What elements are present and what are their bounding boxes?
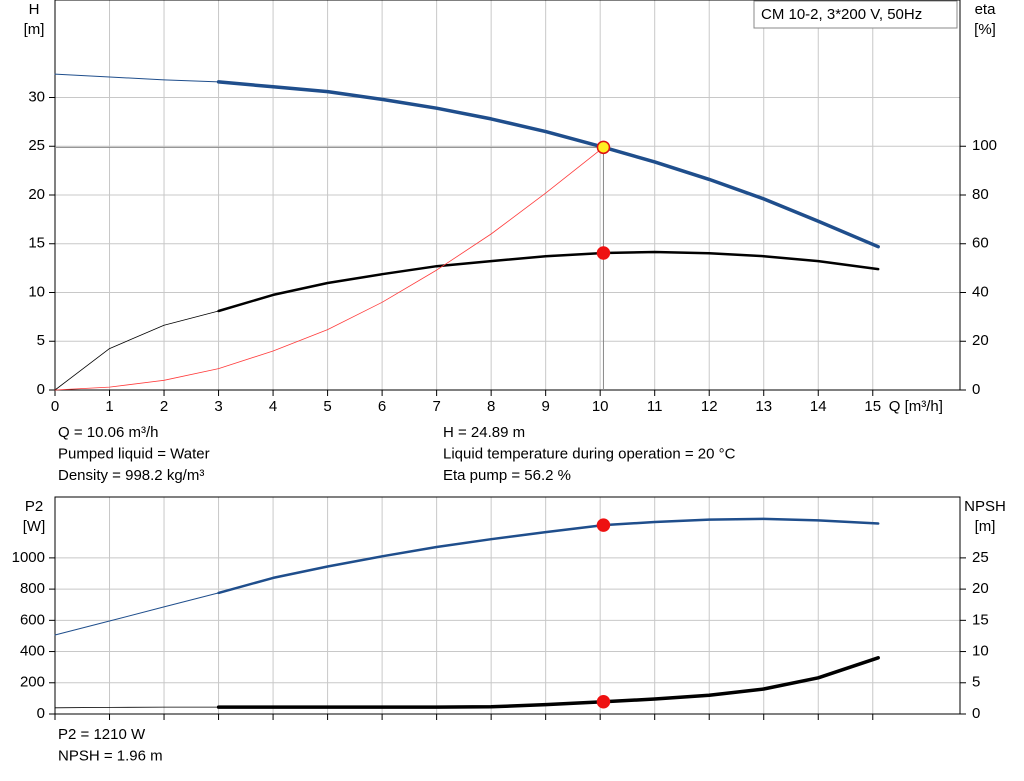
x-tick-label: 4: [269, 398, 277, 415]
y2-axis-unit: [m]: [975, 518, 996, 535]
info-text: P2 = 1210 W: [58, 726, 146, 743]
info-text: Pumped liquid = Water: [58, 445, 210, 462]
y-tick-label: 5: [37, 332, 45, 349]
y2-tick-label: 20: [972, 332, 989, 349]
y2-tick-label: 0: [972, 381, 980, 398]
info-text: Liquid temperature during operation = 20…: [443, 445, 736, 462]
info-text: Eta pump = 56.2 %: [443, 467, 571, 484]
curve: [216, 656, 880, 709]
y-tick-label: 800: [20, 580, 45, 597]
y-tick-label: 20: [28, 186, 45, 203]
y2-axis-label: NPSH: [964, 498, 1006, 515]
y-tick-label: 10: [28, 283, 45, 300]
x-tick-label: 1: [105, 398, 113, 415]
y-tick-label: 400: [20, 643, 45, 660]
y-axis-label: H: [29, 1, 40, 18]
y2-tick-label: 25: [972, 549, 989, 566]
curve: [54, 592, 220, 636]
y2-tick-label: 20: [972, 580, 989, 597]
y-tick-label: 600: [20, 611, 45, 628]
info-text: NPSH = 1.96 m: [58, 747, 163, 764]
x-tick-label: 3: [214, 398, 222, 415]
y-axis-unit: [W]: [23, 518, 46, 535]
curve: [216, 80, 880, 249]
x-tick-label: 9: [541, 398, 549, 415]
y-tick-label: 15: [28, 235, 45, 252]
y2-tick-label: 100: [972, 137, 997, 154]
plot-frame: [54, 496, 961, 715]
x-tick-label: 12: [701, 398, 718, 415]
operating-point: [596, 246, 611, 260]
x-axis-label: Q [m³/h]: [889, 398, 943, 415]
y-tick-label: 200: [20, 674, 45, 691]
y2-axis-unit: [%]: [974, 21, 996, 38]
y2-tick-label: 0: [972, 705, 980, 722]
y2-tick-label: 5: [972, 674, 980, 691]
legend-title: CM 10-2, 3*200 V, 50Hz: [761, 6, 922, 23]
y2-tick-label: 60: [972, 235, 989, 252]
plot-frame: [54, 0, 961, 391]
curve: [54, 73, 220, 83]
curve: [54, 310, 219, 391]
x-tick-label: 0: [51, 398, 59, 415]
x-tick-label: 2: [160, 398, 168, 415]
y2-axis-label: eta: [975, 1, 997, 18]
operating-point: [596, 140, 611, 155]
y-axis-unit: [m]: [24, 21, 45, 38]
operating-point: [596, 518, 611, 532]
x-tick-label: 7: [432, 398, 440, 415]
info-text: H = 24.89 m: [443, 424, 525, 441]
x-tick-label: 8: [487, 398, 495, 415]
y2-tick-label: 15: [972, 611, 989, 628]
y-tick-label: 30: [28, 88, 45, 105]
info-text: Density = 998.2 kg/m³: [58, 467, 204, 484]
y-tick-label: 1000: [12, 549, 45, 566]
curve: [217, 517, 880, 595]
x-tick-label: 6: [378, 398, 386, 415]
y-axis-label: P2: [25, 498, 43, 515]
curve: [54, 146, 604, 391]
y2-tick-label: 40: [972, 283, 989, 300]
x-tick-label: 13: [755, 398, 772, 415]
curve: [217, 250, 880, 313]
x-tick-label: 5: [323, 398, 331, 415]
x-tick-label: 10: [592, 398, 609, 415]
legend-box: [753, 0, 958, 29]
y-tick-label: 25: [28, 137, 45, 154]
y2-tick-label: 80: [972, 186, 989, 203]
y-tick-label: 0: [37, 705, 45, 722]
y2-tick-label: 10: [972, 643, 989, 660]
x-tick-label: 14: [810, 398, 827, 415]
x-tick-label: 11: [647, 398, 663, 415]
operating-point: [596, 695, 611, 709]
curve: [54, 706, 219, 709]
y-tick-label: 0: [37, 381, 45, 398]
info-text: Q = 10.06 m³/h: [58, 424, 158, 441]
x-tick-label: 15: [864, 398, 881, 415]
